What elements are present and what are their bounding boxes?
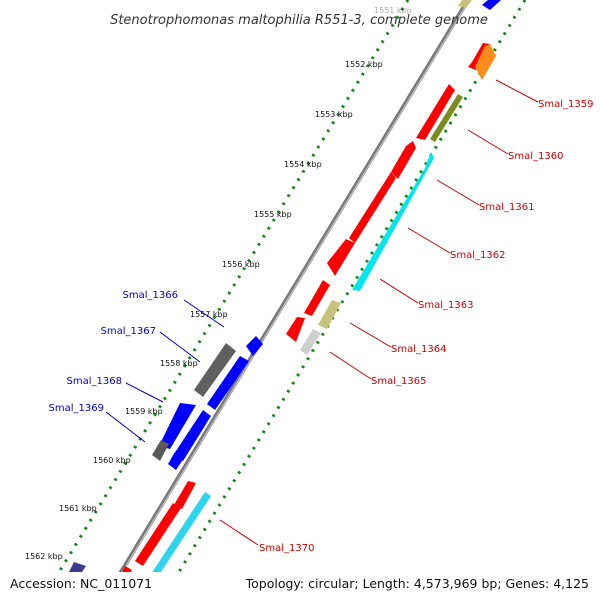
gene-arrow[interactable]	[304, 280, 330, 316]
topology-text: Topology: circular; Length: 4,573,969 bp…	[245, 576, 589, 591]
gene-arrow[interactable]	[168, 452, 184, 470]
kbp-tick-label: 1554 kbp	[284, 160, 322, 169]
gene-leader-line	[105, 411, 146, 443]
kbp-tick-label: 1556 kbp	[222, 260, 260, 269]
inner-tick-guide	[57, 0, 410, 572]
gene-arrow[interactable]	[416, 84, 455, 140]
gene-label[interactable]: Smal_1369	[49, 403, 104, 414]
gene-arrow[interactable]	[352, 152, 434, 291]
gene-label[interactable]: Smal_1363	[418, 300, 473, 311]
gene-arrow[interactable]	[174, 481, 196, 509]
gene-label[interactable]: Smal_1362	[450, 250, 505, 261]
gene-arrow[interactable]	[475, 44, 496, 80]
kbp-tick-label: 1562 kbp	[25, 552, 63, 561]
gene-arrow[interactable]	[207, 356, 249, 410]
kbp-ruler: 1551 kbp 1552 kbp 1553 kbp 1554 kbp 1555 kbp…	[25, 6, 412, 561]
gene-label[interactable]: Smal_1360	[508, 151, 563, 162]
gene-arrow[interactable]	[458, 0, 472, 8]
accession-text: Accession: NC_011071	[10, 576, 152, 591]
gene-arrow[interactable]	[174, 410, 211, 461]
gene-arrow[interactable]	[246, 336, 263, 356]
genome-backbone-highlight	[121, 0, 470, 572]
gene-leader-line	[495, 79, 539, 103]
gene-label[interactable]: Smal_1364	[391, 344, 446, 355]
gene-labels: Smal_1359 Smal_1360 Smal_1361 Smal_1362 Smal…	[49, 99, 594, 554]
gene-label[interactable]: Smal_1366	[123, 290, 178, 301]
gene-leader-line	[379, 278, 419, 304]
kbp-tick-label: 1557 kbp	[190, 310, 228, 319]
gene-label[interactable]: Smal_1361	[479, 202, 534, 213]
kbp-tick-label: 1551 kbp	[374, 6, 412, 15]
gene-leader-line	[183, 299, 225, 328]
gene-label[interactable]: Smal_1359	[538, 99, 593, 110]
gene-arrow[interactable]	[300, 329, 321, 355]
kbp-tick-label: 1552 kbp	[345, 60, 383, 69]
gene-leader-line	[219, 519, 259, 546]
gene-arrow[interactable]	[349, 172, 396, 243]
gene-leader-line	[436, 179, 480, 206]
gene-arrow[interactable]	[159, 403, 196, 449]
map-title: Stenotrophomonas maltophilia R551-3, com…	[110, 13, 488, 28]
gene-arrow[interactable]	[286, 317, 305, 342]
gene-label[interactable]: Smal_1367	[101, 326, 156, 337]
gene-leader-line	[407, 227, 451, 254]
gene-arrow[interactable]	[391, 141, 416, 179]
gene-label-leaders	[105, 79, 539, 546]
gene-label[interactable]: Smal_1370	[259, 543, 314, 554]
genome-backbone	[118, 0, 470, 572]
gene-arrow[interactable]	[152, 440, 169, 461]
genome-map	[57, 0, 527, 582]
kbp-tick-label: 1555 kbp	[254, 210, 292, 219]
gene-leader-line	[329, 351, 372, 380]
gene-arrow[interactable]	[318, 300, 341, 329]
gene-leader-line	[349, 322, 392, 348]
kbp-tick-label: 1560 kbp	[93, 456, 131, 465]
gene-arrow[interactable]	[194, 343, 236, 397]
kbp-tick-label: 1559 kbp	[125, 407, 163, 416]
gene-arrow[interactable]	[327, 239, 355, 276]
gene-arrow[interactable]	[149, 492, 211, 581]
gene-label[interactable]: Smal_1368	[67, 376, 122, 387]
gene-leader-line	[467, 129, 509, 155]
gene-arrow[interactable]	[482, 0, 501, 10]
gene-arrow[interactable]	[135, 503, 181, 566]
gene-label[interactable]: Smal_1365	[371, 376, 426, 387]
gene-arrow[interactable]	[118, 566, 132, 582]
gene-leader-line	[159, 331, 201, 363]
kbp-tick-label: 1561 kbp	[59, 504, 97, 513]
gene-leader-line	[125, 382, 164, 403]
gene-arrow[interactable]	[430, 94, 463, 142]
kbp-tick-label: 1553 kbp	[315, 110, 353, 119]
kbp-tick-label: 1558 kbp	[160, 359, 198, 368]
gene-arrow[interactable]	[67, 562, 86, 581]
